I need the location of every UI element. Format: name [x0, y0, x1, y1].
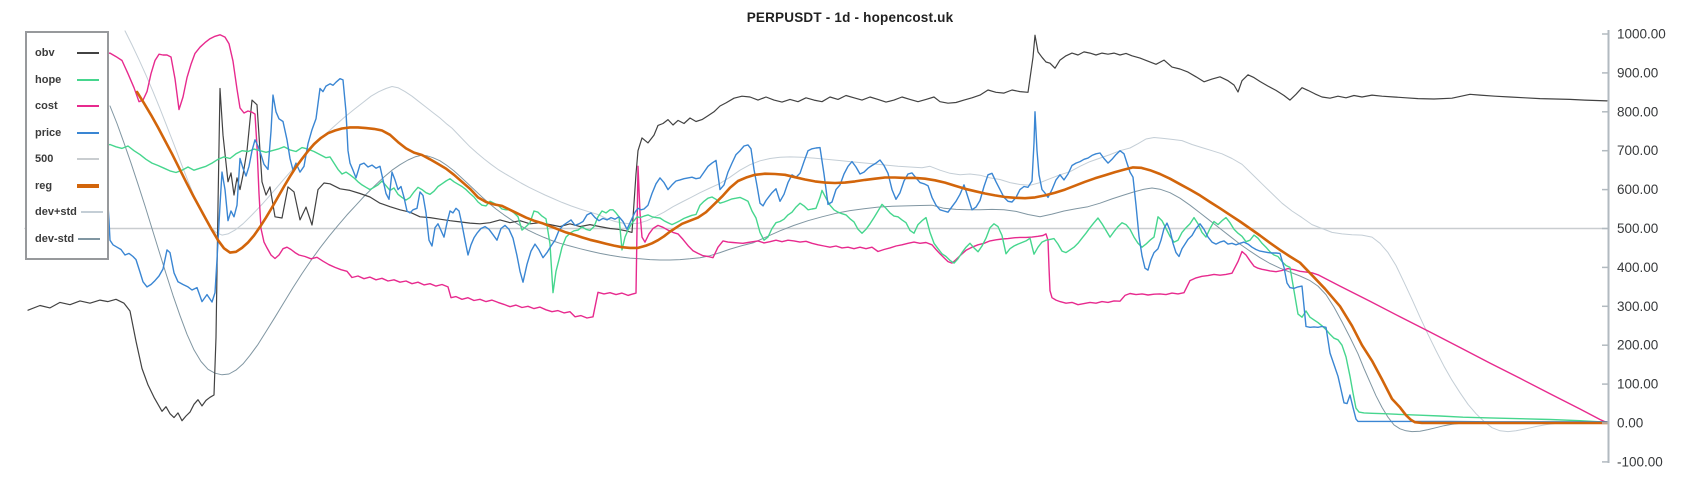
legend-swatch-line: [77, 131, 99, 134]
legend-swatch-line: [80, 211, 103, 214]
legend: obv hope cost price 500 reg dev+std dev: [25, 31, 109, 260]
y-axis-tick-label: 100.00: [1617, 377, 1658, 392]
legend-label: hope: [35, 73, 62, 86]
y-axis-tick-label: 800.00: [1617, 104, 1658, 119]
y-axis-tick-label: 600.00: [1617, 182, 1658, 197]
legend-label: dev+std: [35, 206, 77, 219]
series-line-price: [102, 77, 1608, 423]
legend-item-obv[interactable]: obv: [35, 40, 99, 67]
y-axis-tick-label: 200.00: [1617, 338, 1658, 353]
y-axis-tick-label: 700.00: [1617, 143, 1658, 158]
legend-label: price: [35, 126, 62, 139]
legend-item-500[interactable]: 500: [35, 146, 99, 173]
y-axis-tick-label: 300.00: [1617, 299, 1658, 314]
legend-item-reg[interactable]: reg: [35, 173, 99, 200]
legend-item-hope[interactable]: hope: [35, 67, 99, 94]
series-lines: [24, 30, 1609, 433]
series-line-dev+std: [124, 30, 1608, 433]
chart-title: PERPUSDT - 1d - hopencost.uk: [746, 10, 954, 25]
y-axis-tick-label: 400.00: [1617, 260, 1658, 275]
legend-item-cost[interactable]: cost: [35, 93, 99, 120]
y-axis: 1000.00 900.00 800.00 700.00 600.00 500.00 400…: [1602, 27, 1666, 469]
legend-item-dev-minus-std[interactable]: dev-std: [35, 226, 101, 253]
legend-label: cost: [35, 100, 58, 113]
legend-swatch-line: [77, 184, 99, 188]
series-line-hope: [103, 143, 1608, 423]
y-axis-tick-label: -100.00: [1617, 454, 1663, 469]
legend-swatch-line: [77, 52, 99, 55]
legend-swatch-line: [77, 78, 99, 81]
y-axis-tick-label: 500.00: [1617, 221, 1658, 236]
series-line-reg: [135, 90, 1609, 425]
legend-swatch-line: [77, 158, 99, 161]
legend-item-price[interactable]: price: [35, 120, 99, 147]
legend-swatch-line: [78, 237, 101, 240]
legend-label: dev-std: [35, 232, 75, 245]
legend-label: 500: [35, 153, 54, 166]
legend-label: reg: [35, 179, 53, 192]
series-line-dev-std: [109, 105, 1608, 433]
series-line-cost: [103, 34, 1608, 424]
legend-label: obv: [35, 47, 55, 60]
y-axis-tick-label: 1000.00: [1617, 27, 1666, 42]
y-axis-tick-label: 0.00: [1617, 416, 1643, 431]
legend-swatch-line: [77, 105, 99, 108]
legend-item-dev-plus-std[interactable]: dev+std: [35, 199, 103, 226]
series-line-obv: [27, 34, 1608, 422]
y-axis-tick-label: 900.00: [1617, 65, 1658, 80]
